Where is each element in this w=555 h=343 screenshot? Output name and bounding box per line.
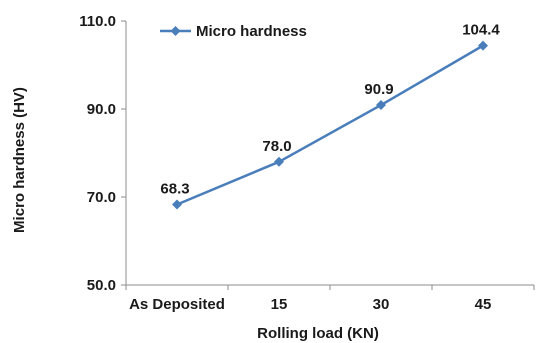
series-line xyxy=(176,44,484,206)
legend-label: Micro hardness xyxy=(196,23,307,40)
data-label: 104.4 xyxy=(462,22,500,39)
data-point-marker xyxy=(376,100,386,111)
y-tick-label: 70.0 xyxy=(87,189,116,206)
series-layer xyxy=(172,40,488,210)
y-tick-label: 110.0 xyxy=(79,13,116,30)
y-axis-ticks: 50.0 70.0 90.0 110.0 xyxy=(79,13,126,294)
axes xyxy=(125,21,534,286)
data-point-marker xyxy=(478,40,488,51)
x-tick-label: 15 xyxy=(271,296,288,313)
data-point-marker xyxy=(172,199,182,210)
legend: Micro hardness xyxy=(160,23,307,40)
y-axis-title: Micro hardness (HV) xyxy=(11,87,28,233)
data-label: 78.0 xyxy=(262,138,291,155)
data-label: 90.9 xyxy=(364,81,393,98)
data-point-marker xyxy=(274,156,284,167)
data-labels: 68.3 78.0 90.9 104.4 xyxy=(160,22,500,198)
y-tick-label: 50.0 xyxy=(87,277,116,294)
x-tick-label: As Deposited xyxy=(129,296,225,313)
x-axis-ticks: As Deposited 15 30 45 xyxy=(125,285,535,313)
data-label: 68.3 xyxy=(160,180,189,197)
y-tick-label: 90.0 xyxy=(87,101,116,118)
legend-diamond-marker xyxy=(170,26,181,36)
x-tick-label: 45 xyxy=(475,296,492,313)
x-tick-label: 30 xyxy=(373,296,390,313)
x-axis-title: Rolling load (KN) xyxy=(257,325,379,342)
